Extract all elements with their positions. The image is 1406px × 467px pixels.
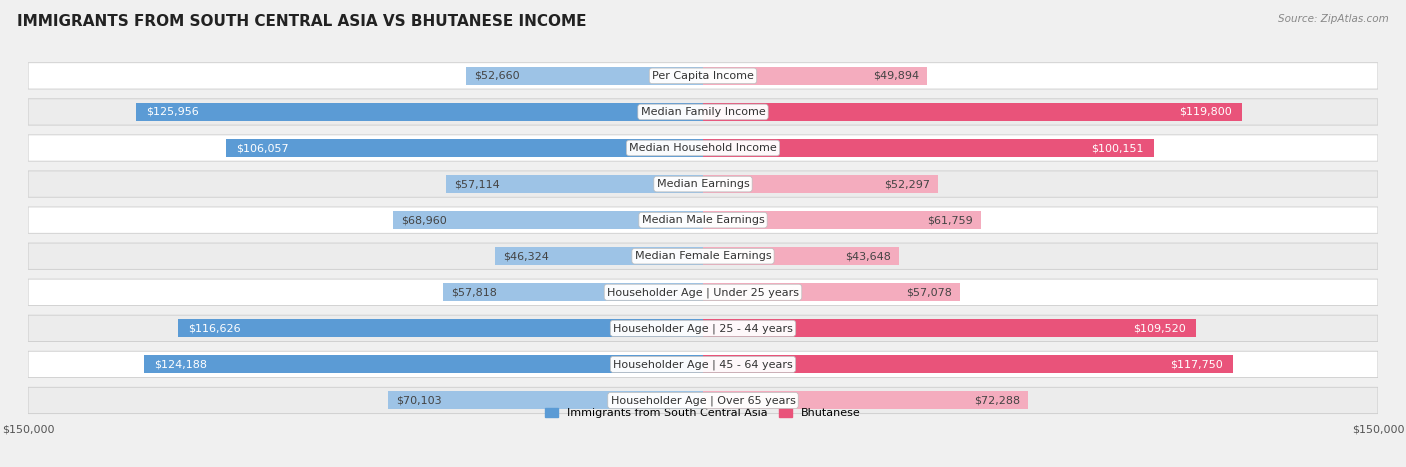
Text: $72,288: $72,288: [974, 396, 1021, 405]
Bar: [226, 139, 703, 157]
Text: $109,520: $109,520: [1133, 323, 1185, 333]
Text: Median Female Earnings: Median Female Earnings: [634, 251, 772, 261]
FancyBboxPatch shape: [28, 243, 1378, 269]
Bar: [703, 103, 1241, 121]
Bar: [703, 283, 960, 301]
FancyBboxPatch shape: [28, 279, 1378, 305]
Text: Householder Age | 45 - 64 years: Householder Age | 45 - 64 years: [613, 359, 793, 370]
Bar: [446, 175, 703, 193]
Bar: [145, 355, 703, 374]
Bar: [703, 319, 1195, 337]
Bar: [703, 247, 900, 265]
Text: IMMIGRANTS FROM SOUTH CENTRAL ASIA VS BHUTANESE INCOME: IMMIGRANTS FROM SOUTH CENTRAL ASIA VS BH…: [17, 14, 586, 29]
Text: $57,078: $57,078: [905, 287, 952, 297]
Bar: [465, 67, 703, 85]
Bar: [703, 67, 928, 85]
Text: $106,057: $106,057: [236, 143, 288, 153]
Text: $116,626: $116,626: [188, 323, 240, 333]
FancyBboxPatch shape: [28, 171, 1378, 197]
Text: $57,114: $57,114: [454, 179, 501, 189]
Bar: [495, 247, 703, 265]
Text: $57,818: $57,818: [451, 287, 496, 297]
Bar: [392, 211, 703, 229]
Text: Median Male Earnings: Median Male Earnings: [641, 215, 765, 225]
Text: $52,297: $52,297: [884, 179, 931, 189]
Bar: [703, 211, 981, 229]
Text: Per Capita Income: Per Capita Income: [652, 71, 754, 81]
FancyBboxPatch shape: [28, 207, 1378, 234]
Bar: [179, 319, 703, 337]
Text: Householder Age | Under 25 years: Householder Age | Under 25 years: [607, 287, 799, 297]
Bar: [136, 103, 703, 121]
Text: Householder Age | 25 - 44 years: Householder Age | 25 - 44 years: [613, 323, 793, 333]
Text: Median Earnings: Median Earnings: [657, 179, 749, 189]
Text: $100,151: $100,151: [1091, 143, 1143, 153]
Bar: [703, 355, 1233, 374]
FancyBboxPatch shape: [28, 351, 1378, 377]
Bar: [703, 175, 938, 193]
Bar: [703, 139, 1153, 157]
Text: Householder Age | Over 65 years: Householder Age | Over 65 years: [610, 395, 796, 406]
Text: $125,956: $125,956: [146, 107, 200, 117]
Text: $49,894: $49,894: [873, 71, 920, 81]
Text: $119,800: $119,800: [1180, 107, 1232, 117]
Bar: [443, 283, 703, 301]
Text: $52,660: $52,660: [474, 71, 520, 81]
FancyBboxPatch shape: [28, 63, 1378, 89]
Text: $70,103: $70,103: [395, 396, 441, 405]
Text: Median Household Income: Median Household Income: [628, 143, 778, 153]
FancyBboxPatch shape: [28, 135, 1378, 161]
Legend: Immigrants from South Central Asia, Bhutanese: Immigrants from South Central Asia, Bhut…: [546, 408, 860, 418]
Text: Median Family Income: Median Family Income: [641, 107, 765, 117]
Bar: [388, 391, 703, 410]
Text: $68,960: $68,960: [401, 215, 447, 225]
Text: $43,648: $43,648: [845, 251, 891, 261]
FancyBboxPatch shape: [28, 99, 1378, 125]
Text: Source: ZipAtlas.com: Source: ZipAtlas.com: [1278, 14, 1389, 24]
Text: $61,759: $61,759: [927, 215, 973, 225]
Text: $46,324: $46,324: [503, 251, 548, 261]
FancyBboxPatch shape: [28, 315, 1378, 341]
Text: $117,750: $117,750: [1170, 360, 1223, 369]
Text: $124,188: $124,188: [155, 360, 207, 369]
Bar: [703, 391, 1028, 410]
FancyBboxPatch shape: [28, 387, 1378, 414]
